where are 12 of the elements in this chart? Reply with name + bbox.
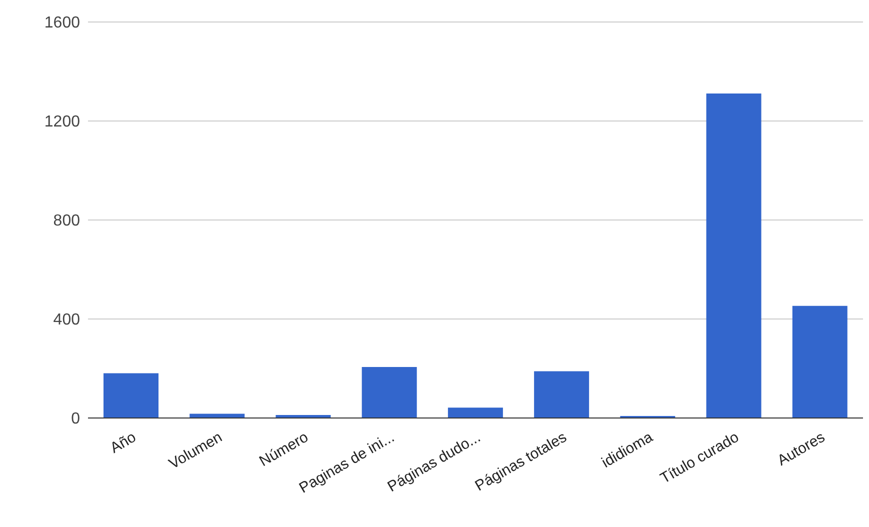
y-tick-label: 1200 — [44, 114, 80, 131]
bar — [534, 371, 590, 418]
y-tick-label: 1600 — [44, 14, 80, 32]
bar — [448, 408, 503, 418]
bar — [104, 373, 158, 418]
y-tick-label: 800 — [53, 212, 80, 230]
bar — [792, 306, 848, 418]
y-tick-label: 0 — [71, 410, 80, 428]
x-tick-label: Año — [107, 428, 140, 457]
bar — [706, 94, 762, 418]
bar — [362, 367, 417, 418]
y-tick-label: 400 — [53, 312, 80, 329]
